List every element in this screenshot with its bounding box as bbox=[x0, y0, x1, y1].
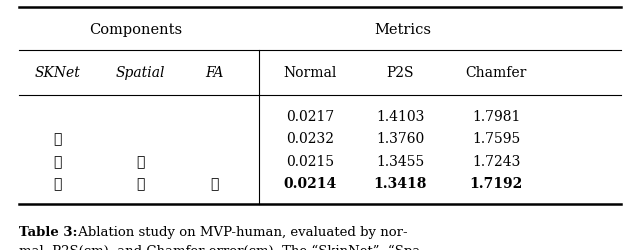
Text: 1.3418: 1.3418 bbox=[373, 178, 427, 192]
Text: 1.7192: 1.7192 bbox=[469, 178, 523, 192]
Text: ✓: ✓ bbox=[53, 178, 62, 192]
Text: 0.0217: 0.0217 bbox=[286, 110, 335, 124]
Text: Components: Components bbox=[90, 23, 182, 37]
Text: ✓: ✓ bbox=[53, 155, 62, 169]
Text: ✓: ✓ bbox=[136, 155, 145, 169]
Text: 0.0215: 0.0215 bbox=[286, 155, 335, 169]
Text: 1.7243: 1.7243 bbox=[472, 155, 520, 169]
Text: 1.7595: 1.7595 bbox=[472, 132, 520, 146]
Text: ✓: ✓ bbox=[210, 178, 219, 192]
Text: Table 3:: Table 3: bbox=[19, 226, 77, 239]
Text: ✓: ✓ bbox=[53, 132, 62, 146]
Text: 1.3760: 1.3760 bbox=[376, 132, 424, 146]
Text: P2S: P2S bbox=[387, 66, 413, 80]
Text: 0.0232: 0.0232 bbox=[287, 132, 334, 146]
Text: Spatial: Spatial bbox=[116, 66, 166, 80]
Text: Chamfer: Chamfer bbox=[465, 66, 527, 80]
Text: SKNet: SKNet bbox=[35, 66, 81, 80]
Text: 1.4103: 1.4103 bbox=[376, 110, 424, 124]
Text: 1.7981: 1.7981 bbox=[472, 110, 520, 124]
Text: FA: FA bbox=[205, 66, 223, 80]
Text: Metrics: Metrics bbox=[374, 23, 432, 37]
Text: Normal: Normal bbox=[284, 66, 337, 80]
Text: Ablation study on MVP-human, evaluated by nor-: Ablation study on MVP-human, evaluated b… bbox=[74, 226, 407, 239]
Text: 1.3455: 1.3455 bbox=[376, 155, 424, 169]
Text: ✓: ✓ bbox=[136, 178, 145, 192]
Text: mal, P2S(cm), and Chamfer error(cm). The “SkinNet”, “Spa-: mal, P2S(cm), and Chamfer error(cm). The… bbox=[19, 244, 425, 250]
Text: 0.0214: 0.0214 bbox=[284, 178, 337, 192]
